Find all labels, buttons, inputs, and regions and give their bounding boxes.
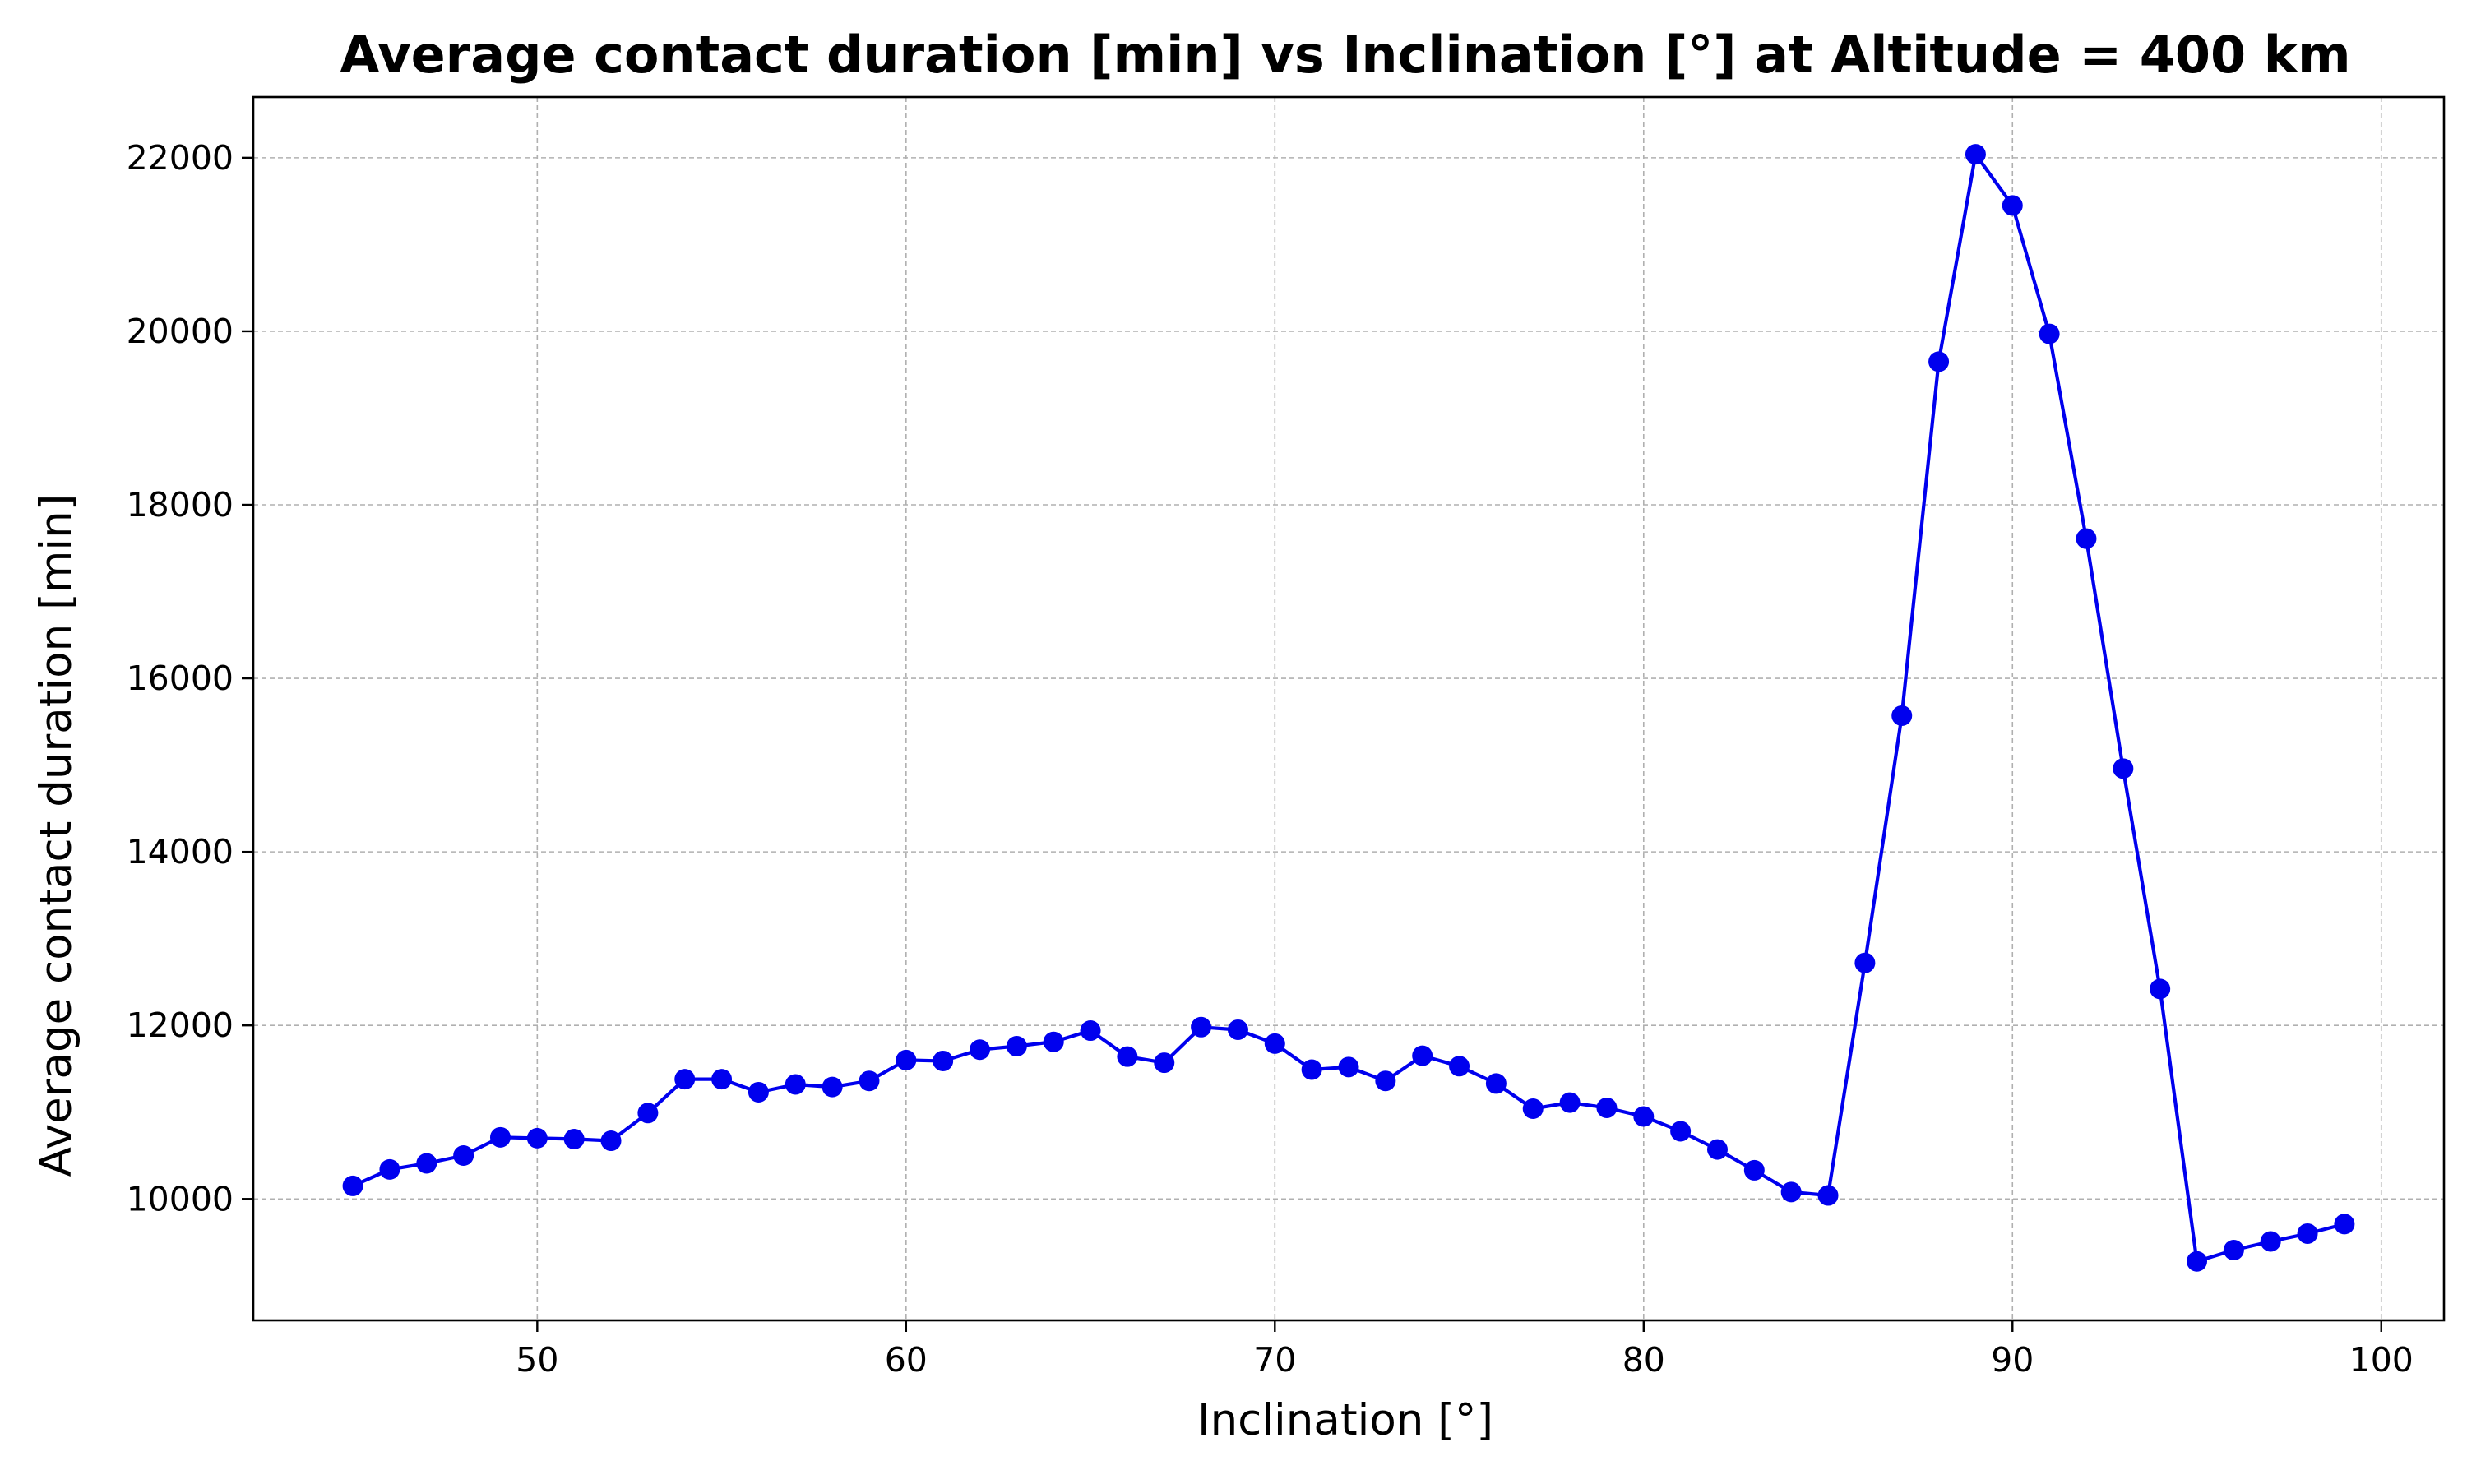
y-tick-label: 14000 bbox=[127, 832, 234, 871]
data-point bbox=[637, 1103, 659, 1124]
data-point bbox=[1854, 952, 1876, 973]
data-point bbox=[2039, 323, 2060, 344]
data-point bbox=[2076, 528, 2097, 549]
data-point bbox=[1338, 1056, 1359, 1078]
plot-frame bbox=[252, 95, 2446, 1322]
ticks: 50 60 70 80 90 100 10000 12000 14000 16000 18000 20… bbox=[127, 138, 2414, 1380]
data-point bbox=[1891, 705, 1913, 726]
x-tick-label: 70 bbox=[1253, 1340, 1296, 1380]
data-point bbox=[1191, 1016, 1212, 1038]
grid bbox=[253, 97, 2444, 1320]
y-tick-label: 10000 bbox=[127, 1179, 234, 1218]
data-point bbox=[453, 1144, 474, 1166]
data-point bbox=[1743, 1159, 1765, 1181]
y-axis-label: Average contact duration [min] bbox=[31, 494, 81, 1177]
data-point bbox=[1670, 1121, 1692, 1142]
data-point bbox=[600, 1130, 622, 1152]
data-point bbox=[2260, 1231, 2281, 1252]
data-point bbox=[1706, 1139, 1728, 1160]
x-tick-label: 60 bbox=[885, 1340, 928, 1380]
y-tick-label: 22000 bbox=[127, 138, 234, 178]
data-point bbox=[1412, 1045, 1433, 1066]
data-point bbox=[1375, 1070, 1396, 1092]
data-point bbox=[1559, 1092, 1581, 1113]
x-tick-label: 100 bbox=[2349, 1340, 2414, 1380]
data-point bbox=[711, 1069, 733, 1090]
data-point bbox=[1633, 1106, 1655, 1127]
data-point bbox=[2334, 1214, 2355, 1235]
data-point bbox=[563, 1128, 585, 1149]
data-point bbox=[674, 1069, 696, 1090]
chart-title: Average contact duration [min] vs Inclin… bbox=[340, 25, 2350, 85]
data-point bbox=[1080, 1020, 1101, 1042]
data-point bbox=[1780, 1181, 1802, 1203]
data-point bbox=[1928, 351, 1950, 372]
data-point bbox=[416, 1153, 437, 1174]
y-tick-label: 16000 bbox=[127, 659, 234, 698]
data-point bbox=[2223, 1240, 2244, 1261]
data-point bbox=[933, 1050, 954, 1071]
data-point bbox=[822, 1076, 843, 1098]
data-point bbox=[489, 1126, 511, 1148]
data-point bbox=[2297, 1223, 2318, 1244]
data-point bbox=[379, 1158, 400, 1180]
data-point bbox=[1596, 1097, 1618, 1118]
y-tick-label: 12000 bbox=[127, 1006, 234, 1045]
data-point bbox=[748, 1081, 769, 1103]
data-point bbox=[1264, 1033, 1285, 1054]
data-point bbox=[896, 1049, 917, 1070]
data-point bbox=[2113, 758, 2134, 779]
data-point bbox=[1043, 1031, 1064, 1052]
data-point bbox=[1449, 1056, 1470, 1077]
data-point bbox=[1965, 144, 1986, 165]
data-point bbox=[2002, 195, 2023, 216]
data-point bbox=[1117, 1046, 1138, 1067]
y-tick-label: 18000 bbox=[127, 485, 234, 525]
data-point bbox=[970, 1039, 991, 1061]
x-tick-label: 90 bbox=[1991, 1340, 2034, 1380]
data-point bbox=[785, 1074, 806, 1095]
data-point bbox=[1522, 1098, 1544, 1120]
data-point bbox=[1301, 1059, 1322, 1080]
data-point bbox=[1817, 1185, 1839, 1206]
data-point bbox=[1006, 1036, 1027, 1057]
data-point bbox=[859, 1070, 880, 1092]
x-axis-label: Inclination [°] bbox=[1197, 1395, 1493, 1445]
series-layer bbox=[342, 144, 2355, 1272]
x-tick-label: 80 bbox=[1622, 1340, 1665, 1380]
y-tick-label: 20000 bbox=[127, 312, 234, 351]
data-point bbox=[2187, 1251, 2208, 1272]
data-point bbox=[2150, 978, 2171, 1000]
data-point bbox=[1154, 1052, 1175, 1074]
data-point bbox=[526, 1127, 548, 1149]
data-point bbox=[1227, 1019, 1248, 1040]
data-point bbox=[1485, 1073, 1507, 1094]
data-point bbox=[342, 1175, 363, 1196]
x-tick-label: 50 bbox=[516, 1340, 558, 1380]
